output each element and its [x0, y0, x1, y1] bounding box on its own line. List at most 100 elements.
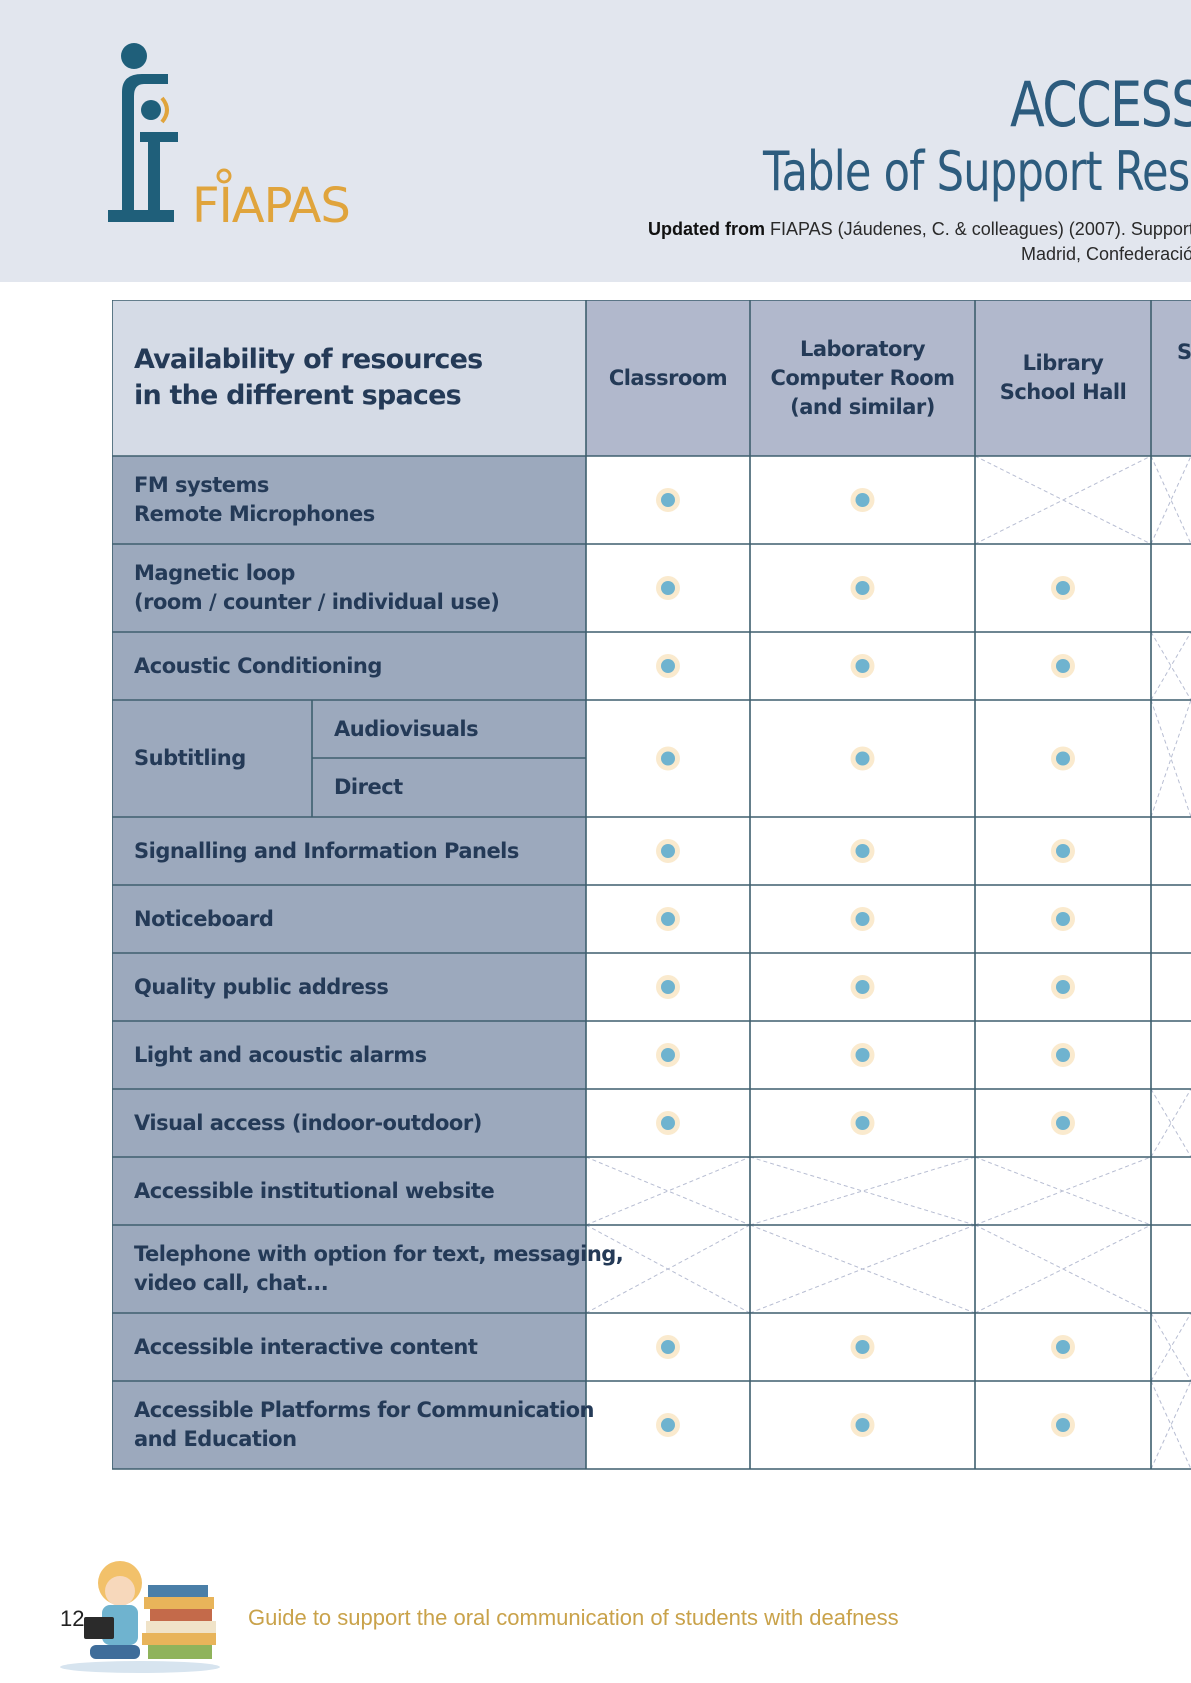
row-label-line: Accessible interactive content — [134, 1334, 478, 1359]
table-grid — [112, 300, 1191, 1470]
availability-dot — [855, 751, 870, 766]
column-header-3-line: School Hall — [999, 380, 1127, 404]
availability-dot — [855, 844, 870, 858]
row-label-subtitling-line: Subtitling — [134, 746, 246, 770]
not-applicable-cross — [1150, 1380, 1191, 1470]
column-header-bg — [975, 300, 1151, 456]
row-sublabel-direct: Direct — [334, 758, 578, 817]
row-label: Noticeboard — [134, 885, 578, 953]
availability-dot — [661, 1418, 675, 1432]
column-header-2: Laboratory Computer Room (and similar) — [750, 300, 975, 456]
logo-wordmark: FIAPAS — [192, 178, 350, 234]
availability-dot — [855, 493, 870, 507]
availability-dot — [661, 912, 675, 926]
availability-dot — [1056, 1340, 1070, 1354]
row-label-line: Accessible institutional website — [134, 1178, 495, 1203]
availability-dot — [661, 844, 675, 858]
row-label-line: Magnetic loop — [134, 561, 295, 585]
row-label: FM systems Remote Microphones — [134, 456, 578, 544]
header-band: FIAPAS ACCESSI Table of Support Resou Up… — [0, 0, 1191, 282]
row-label-line: and Education — [134, 1427, 297, 1451]
row-label-line: Visual access (indoor-outdoor) — [134, 1110, 482, 1135]
availability-dot — [855, 912, 870, 926]
availability-dot — [1056, 912, 1070, 926]
column-header-1-line: Classroom — [608, 365, 728, 390]
column-header-3: Library School Hall — [975, 300, 1151, 456]
row-label: Visual access (indoor-outdoor) — [134, 1089, 578, 1157]
row-label-line: Remote Microphones — [134, 502, 375, 526]
row-sublabel-direct-line: Direct — [334, 775, 403, 799]
availability-dot — [661, 751, 675, 766]
not-applicable-cross — [1150, 1088, 1191, 1158]
not-applicable-cross — [1150, 631, 1191, 701]
not-applicable-cross — [585, 1156, 751, 1226]
footer-guide-title: Guide to support the oral communication … — [248, 1605, 899, 1630]
row-label: Acoustic Conditioning — [134, 632, 578, 700]
availability-dot — [661, 1116, 675, 1130]
row-label-bg — [112, 456, 586, 1469]
not-applicable-cross — [1150, 1380, 1191, 1470]
row-label: Accessible institutional website — [134, 1157, 578, 1225]
cells-bg — [586, 456, 1191, 1469]
row-label: Telephone with option for text, messagin… — [134, 1225, 624, 1313]
availability-dot — [661, 659, 675, 673]
fiapas-logo: FIAPAS — [108, 43, 351, 234]
availability-dot — [855, 1048, 870, 1062]
row-label-line: video call, chat... — [134, 1271, 329, 1295]
availability-dot — [1056, 751, 1070, 766]
column-header-4-line: S — [1177, 340, 1191, 364]
row-label: Accessible Platforms for Communication an… — [134, 1381, 594, 1469]
not-applicable-cross — [585, 1156, 751, 1226]
availability-dot — [855, 581, 870, 595]
availability-dot — [1056, 659, 1070, 673]
row-sublabel-audiovisuals-line: Audiovisuals — [334, 716, 479, 741]
not-applicable-cross — [1150, 1312, 1191, 1382]
not-applicable-cross — [1150, 455, 1191, 545]
row-label: Signalling and Information Panels — [134, 817, 578, 885]
availability-dot — [855, 980, 870, 994]
not-applicable-cross — [1150, 631, 1191, 701]
column-header-bg — [586, 300, 750, 456]
availability-dot — [661, 581, 675, 595]
availability-dot — [1056, 1418, 1070, 1432]
column-header-2-line: Laboratory — [799, 336, 926, 361]
row-label-line: (room / counter / individual use) — [134, 590, 500, 614]
student-with-books-illustration — [60, 1561, 220, 1673]
availability-dot — [1056, 844, 1070, 858]
column-header-bg — [1151, 300, 1191, 456]
not-applicable-cross — [974, 455, 1152, 545]
source-citation-line2: Madrid, Confederación — [1021, 244, 1191, 264]
availability-dot — [661, 980, 675, 994]
row-sublabel-audiovisuals: Audiovisuals — [334, 700, 578, 758]
not-applicable-cross — [974, 1224, 1152, 1314]
column-header-4: S — [1177, 300, 1191, 456]
availability-dot — [1056, 980, 1070, 994]
availability-dot — [1056, 581, 1070, 595]
corner-header-bg — [112, 300, 586, 456]
row-label-line: FM systems — [134, 473, 269, 497]
availability-dot — [855, 1418, 870, 1432]
source-text: FIAPAS (Jáudenes, C. & colleagues) (2007… — [765, 219, 1191, 239]
column-header-2-line: Computer Room — [770, 365, 955, 390]
row-label-subtitling: Subtitling — [134, 700, 304, 817]
source-bold: Updated from — [648, 219, 765, 239]
corner-header-line: Availability of resources — [134, 344, 483, 375]
corner-header-line: in the different spaces — [134, 380, 462, 411]
column-header-2-line: (and similar) — [790, 394, 935, 419]
row-label: Quality public address — [134, 953, 578, 1021]
availability-dot — [855, 659, 870, 673]
availability-dot — [661, 1340, 675, 1354]
corner-header: Availability of resources in the differen… — [134, 300, 578, 456]
source-citation: Updated from FIAPAS (Jáudenes, C. & coll… — [648, 219, 1191, 240]
not-applicable-cross — [1150, 1088, 1191, 1158]
not-applicable-cross — [749, 1224, 976, 1314]
not-applicable-cross — [1150, 455, 1191, 545]
column-header-3-line: Library — [1022, 351, 1104, 375]
not-applicable-cross — [974, 1156, 1152, 1226]
availability-dot — [855, 1116, 870, 1130]
row-label-line: Signalling and Information Panels — [134, 838, 519, 863]
not-applicable-cross — [1150, 1312, 1191, 1382]
page-subtitle: Table of Support Resou — [763, 140, 1191, 203]
column-header-bg — [750, 300, 975, 456]
row-label-line: Acoustic Conditioning — [134, 653, 382, 678]
